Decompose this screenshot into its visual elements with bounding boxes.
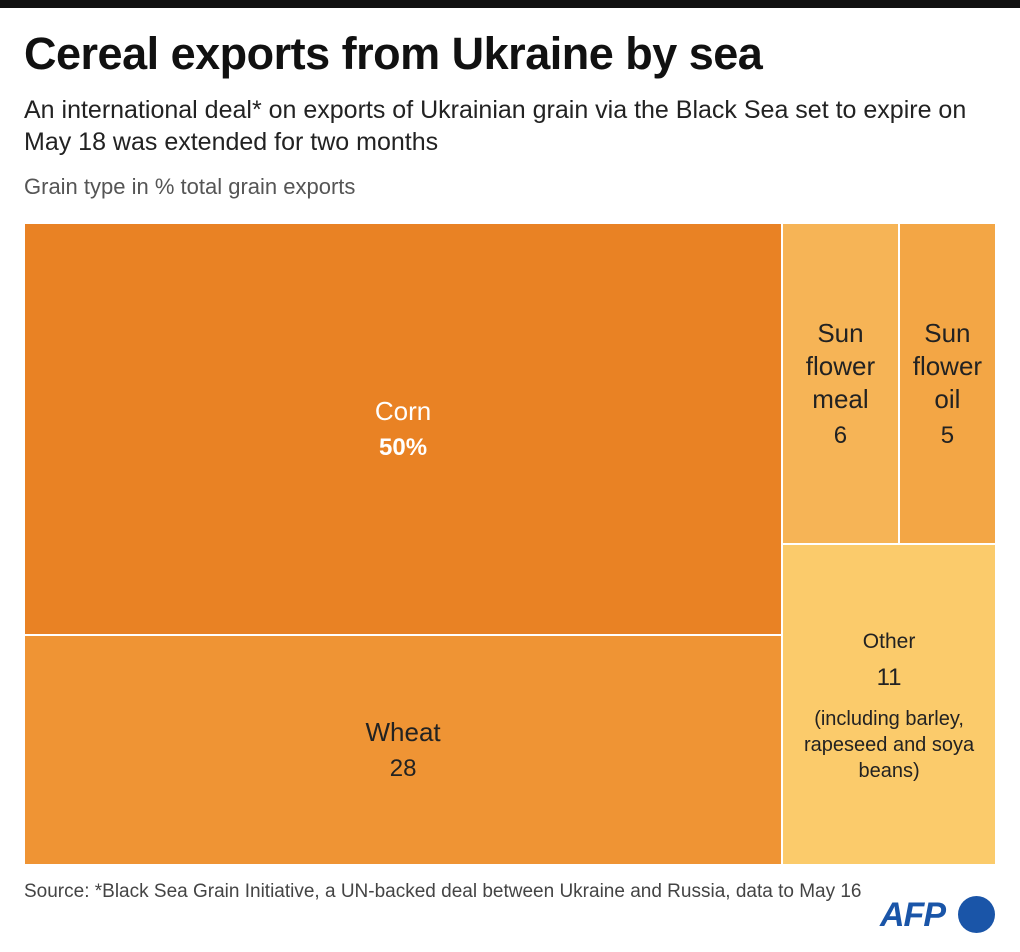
treemap-cell: Sun flower meal 6 bbox=[782, 223, 899, 544]
logo-text: AFP bbox=[880, 896, 946, 934]
value-label: 50% bbox=[379, 434, 428, 462]
value-label: 6 bbox=[833, 422, 848, 449]
chart-caption: Grain type in % total grain exports bbox=[24, 174, 356, 199]
treemap: Corn 50% Wheat 28 Sun flower meal 6 Sun flower… bbox=[24, 223, 996, 865]
treemap-cell: Wheat 28 bbox=[24, 634, 783, 865]
value-label: 5 bbox=[940, 422, 955, 449]
logo-dot bbox=[958, 896, 995, 933]
value-label: 11 bbox=[876, 664, 902, 691]
cell-label: Sun flower meal bbox=[805, 318, 876, 414]
cell-label: Wheat bbox=[365, 717, 441, 748]
value-label: 28 bbox=[389, 755, 417, 783]
chart-title: Cereal exports from Ukraine by sea bbox=[24, 28, 763, 79]
annotation: (including barley, rapeseed and soya bea… bbox=[803, 708, 975, 782]
cell-label: Corn bbox=[374, 396, 432, 427]
cell-label: Other bbox=[862, 630, 916, 653]
top-bar bbox=[0, 0, 1020, 8]
treemap-cell: Corn 50% bbox=[24, 223, 783, 635]
treemap-cell: Sun flower oil 5 bbox=[898, 223, 996, 544]
cell-label: Sun flower oil bbox=[912, 318, 983, 414]
treemap-cell: Other 11 (including barley, rapeseed and s… bbox=[782, 544, 996, 865]
chart-subtitle: An international deal* on exports of Ukr… bbox=[24, 96, 967, 156]
source-note: Source: *Black Sea Grain Initiative, a U… bbox=[24, 881, 862, 902]
